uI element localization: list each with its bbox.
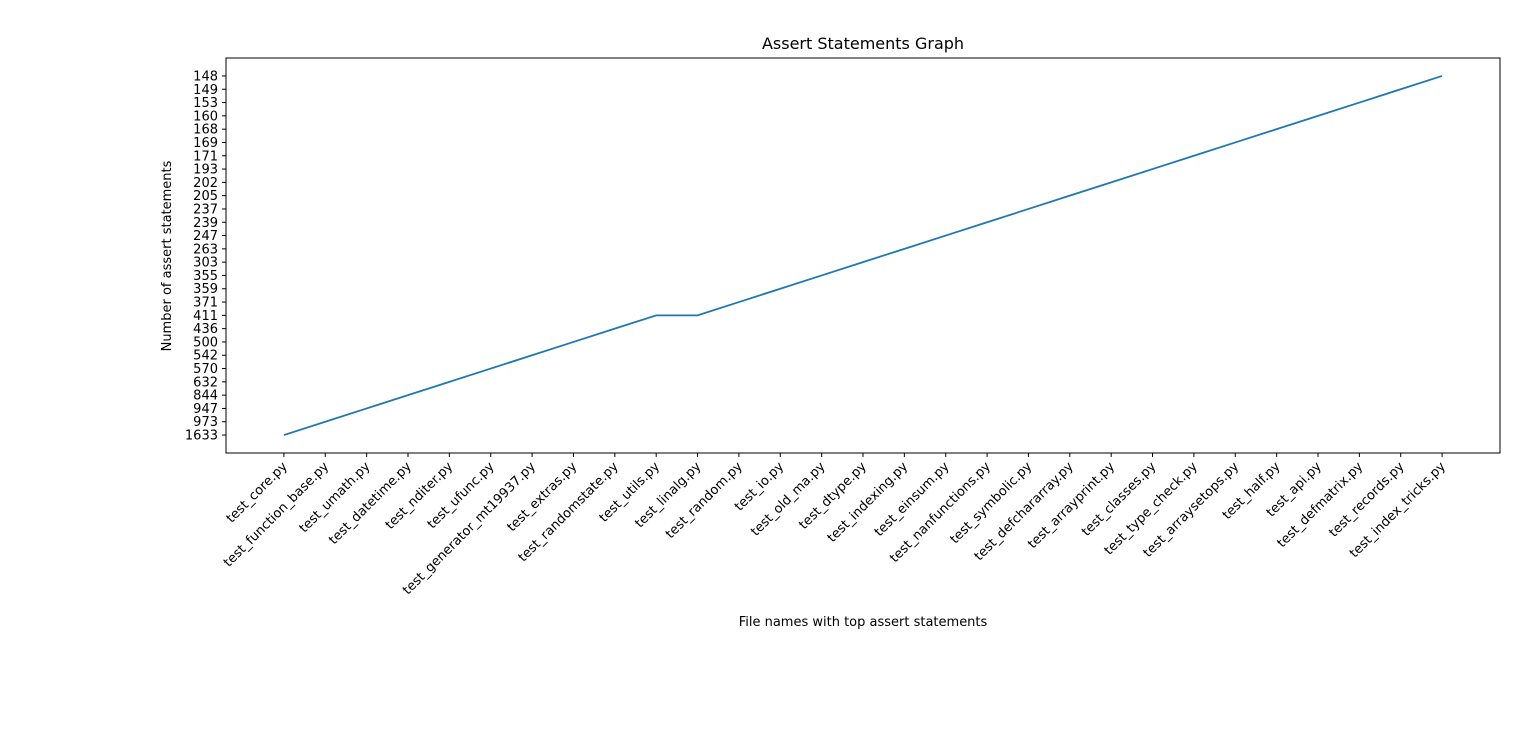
y-tick-label: 237 — [193, 202, 218, 217]
y-tick-label: 947 — [193, 402, 218, 417]
x-tick-label: test_old_ma.py — [748, 459, 828, 539]
x-tick-label: test_random.py — [663, 459, 746, 542]
x-tick-label: test_einsum.py — [872, 459, 953, 540]
y-tick-label: 359 — [193, 282, 218, 297]
y-tick-label: 193 — [193, 163, 218, 178]
y-tick-label: 149 — [193, 83, 218, 98]
y-tick-label: 202 — [193, 176, 218, 191]
x-tick-label: test_classes.py — [1079, 459, 1160, 540]
y-tick-label: 844 — [193, 389, 218, 404]
plot-frame — [225, 57, 1501, 454]
y-tick-label: 371 — [193, 296, 218, 311]
y-tick-label: 160 — [193, 109, 218, 124]
y-tick-label: 355 — [193, 269, 218, 284]
y-tick-label: 239 — [193, 216, 218, 231]
data-line — [283, 75, 1443, 436]
y-tick-label: 632 — [193, 375, 218, 390]
y-axis-label: Number of assert statements — [160, 160, 175, 351]
y-tick-label: 247 — [193, 229, 218, 244]
y-tick-label: 263 — [193, 242, 218, 257]
y-tick-label: 168 — [193, 123, 218, 138]
y-tick-label: 148 — [193, 69, 218, 84]
x-tick-label: test_umath.py — [297, 459, 374, 536]
y-tick-label: 570 — [193, 362, 218, 377]
y-tick-label: 542 — [193, 349, 218, 364]
x-tick-label: test_records.py — [1326, 459, 1407, 540]
y-tick-label: 205 — [193, 189, 218, 204]
y-tick-label: 1633 — [185, 429, 218, 444]
chart-title: Assert Statements Graph — [762, 34, 964, 53]
x-axis-label: File names with top assert statements — [739, 615, 988, 630]
y-tick-label: 303 — [193, 256, 218, 271]
y-tick-label: 436 — [193, 322, 218, 337]
y-tick-label: 153 — [193, 96, 218, 111]
y-tick-label: 973 — [193, 415, 218, 430]
y-tick-label: 500 — [193, 335, 218, 350]
y-tick-label: 169 — [193, 136, 218, 151]
y-tick-label: 411 — [193, 309, 218, 324]
y-tick-label: 171 — [193, 149, 218, 164]
